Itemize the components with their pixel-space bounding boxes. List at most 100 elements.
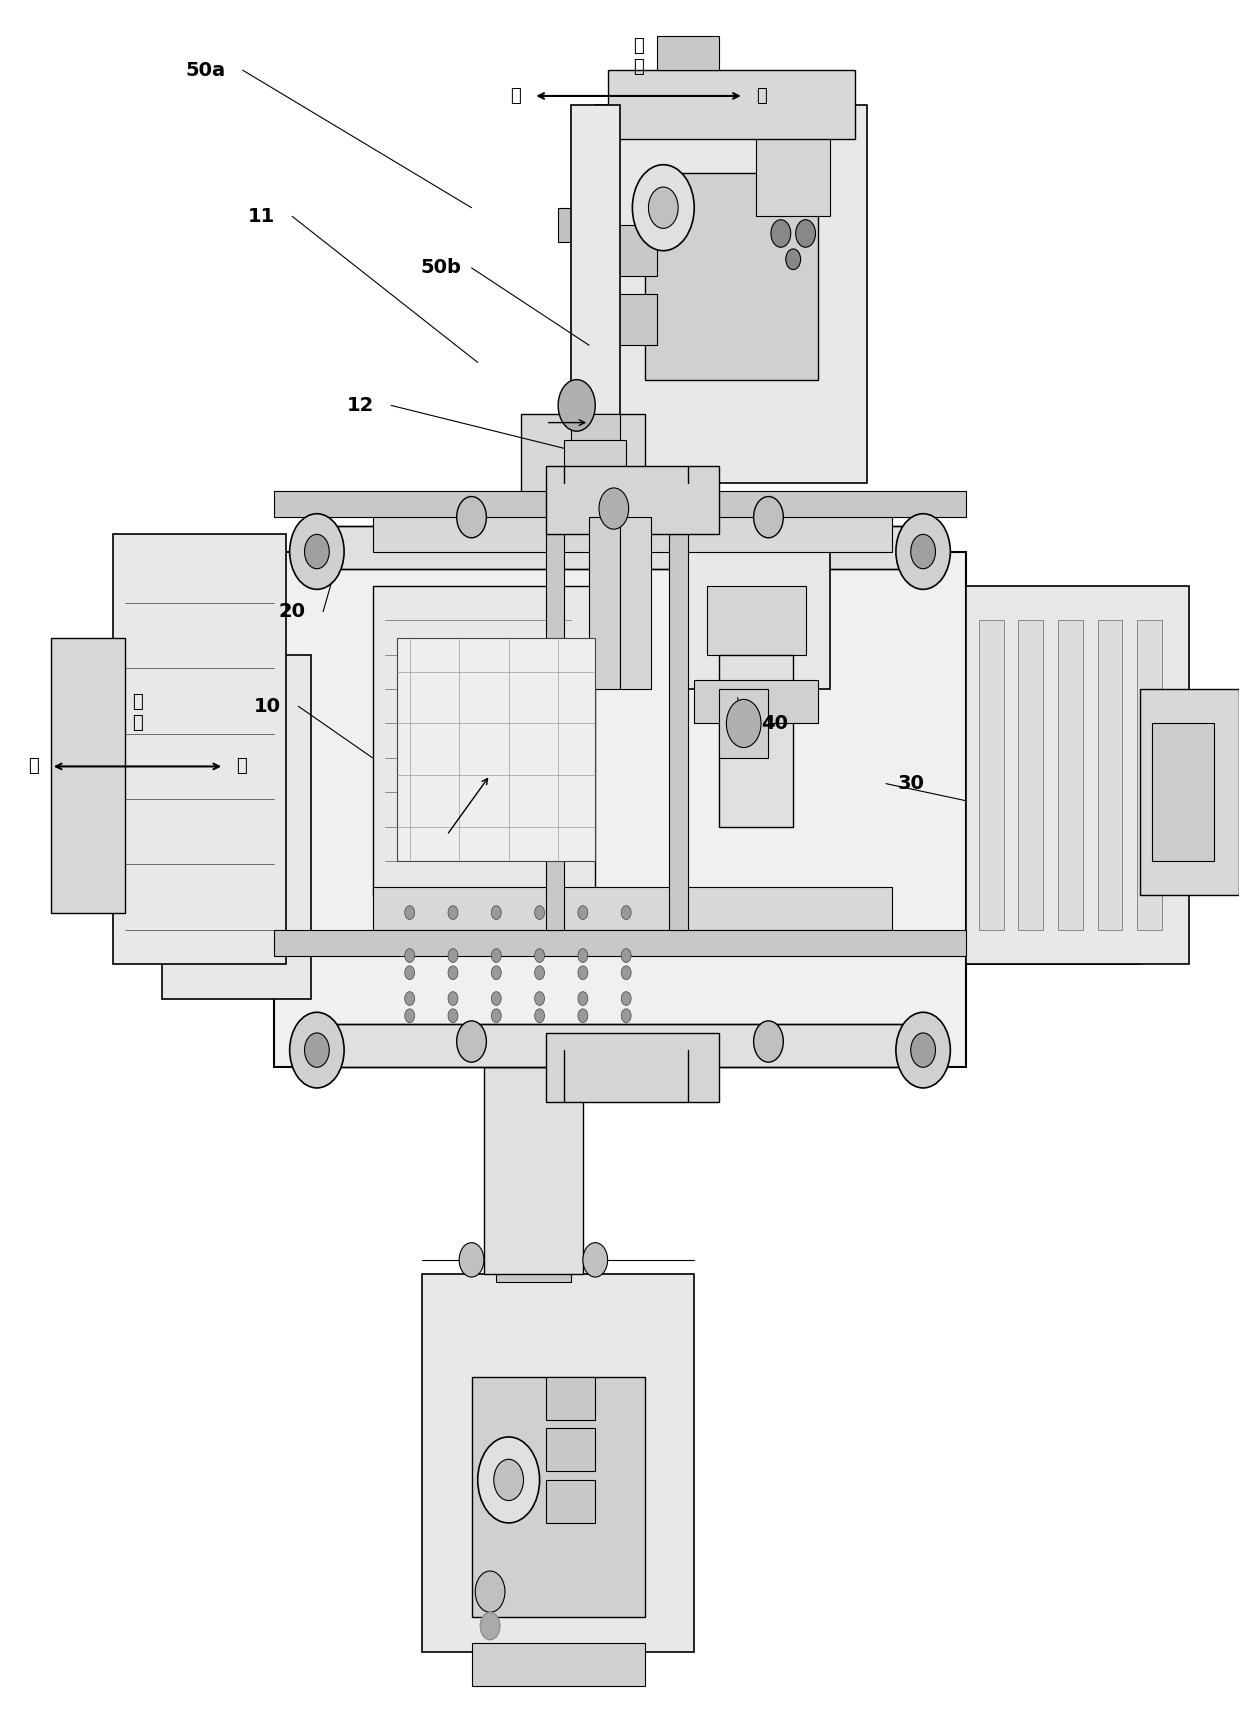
Bar: [657, 36, 719, 71]
Bar: [595, 226, 657, 277]
Circle shape: [632, 165, 694, 251]
Bar: [719, 689, 769, 758]
Circle shape: [477, 1436, 539, 1522]
Circle shape: [404, 906, 414, 920]
Circle shape: [534, 949, 544, 963]
Bar: [546, 1033, 719, 1102]
Text: 前: 前: [756, 86, 766, 105]
Bar: [620, 517, 651, 689]
Circle shape: [305, 1033, 330, 1068]
Bar: [422, 1274, 694, 1651]
Circle shape: [771, 220, 791, 248]
Circle shape: [910, 1033, 935, 1068]
Bar: [978, 620, 1003, 930]
Bar: [1018, 620, 1043, 930]
Text: 后: 后: [511, 86, 521, 105]
Bar: [274, 551, 966, 1068]
Text: 10: 10: [254, 697, 281, 716]
Bar: [113, 723, 187, 930]
Circle shape: [578, 992, 588, 1006]
Circle shape: [583, 1243, 608, 1278]
Circle shape: [534, 966, 544, 980]
Text: 纵
向: 纵 向: [634, 36, 644, 76]
Bar: [51, 637, 125, 913]
Circle shape: [534, 992, 544, 1006]
Bar: [756, 131, 831, 217]
Circle shape: [727, 699, 761, 747]
Bar: [570, 105, 620, 482]
Bar: [372, 508, 893, 551]
Circle shape: [621, 966, 631, 980]
Circle shape: [480, 1612, 500, 1639]
Circle shape: [534, 1009, 544, 1023]
Circle shape: [621, 949, 631, 963]
Circle shape: [786, 250, 801, 270]
Circle shape: [621, 906, 631, 920]
Bar: [471, 1643, 645, 1686]
Circle shape: [456, 1021, 486, 1062]
Bar: [496, 1240, 570, 1283]
Circle shape: [578, 949, 588, 963]
Circle shape: [475, 1570, 505, 1612]
Circle shape: [599, 487, 629, 529]
Bar: [1152, 723, 1214, 861]
Circle shape: [754, 1021, 784, 1062]
Bar: [546, 465, 719, 534]
Circle shape: [897, 513, 950, 589]
Circle shape: [290, 1013, 343, 1088]
Bar: [546, 1378, 595, 1419]
Circle shape: [796, 220, 816, 248]
Bar: [372, 887, 893, 930]
Text: 40: 40: [761, 715, 789, 734]
Circle shape: [491, 906, 501, 920]
Bar: [162, 654, 311, 999]
Circle shape: [578, 906, 588, 920]
Bar: [682, 551, 831, 689]
Bar: [589, 517, 620, 689]
Text: 12: 12: [346, 396, 373, 415]
Circle shape: [494, 1459, 523, 1500]
Text: 30: 30: [898, 775, 924, 794]
Circle shape: [404, 992, 414, 1006]
Circle shape: [456, 496, 486, 537]
Bar: [966, 585, 1189, 964]
Circle shape: [448, 1009, 458, 1023]
Bar: [645, 174, 818, 379]
Bar: [707, 585, 806, 654]
Bar: [484, 1068, 583, 1274]
Circle shape: [491, 966, 501, 980]
Text: 50a: 50a: [186, 60, 226, 79]
Bar: [274, 491, 966, 517]
Bar: [521, 413, 645, 517]
Bar: [546, 534, 564, 930]
Bar: [966, 654, 1140, 964]
Circle shape: [621, 1009, 631, 1023]
Circle shape: [404, 966, 414, 980]
Circle shape: [910, 534, 935, 568]
Bar: [1140, 689, 1239, 895]
Circle shape: [448, 906, 458, 920]
Bar: [564, 439, 626, 465]
Circle shape: [491, 949, 501, 963]
Bar: [719, 654, 794, 827]
Circle shape: [649, 188, 678, 229]
Text: 11: 11: [248, 207, 275, 226]
Text: 20: 20: [279, 603, 305, 622]
Bar: [1097, 620, 1122, 930]
Bar: [372, 585, 595, 895]
Text: 左: 左: [27, 758, 38, 775]
Bar: [1137, 620, 1162, 930]
Bar: [595, 294, 657, 344]
Bar: [311, 1025, 929, 1068]
Circle shape: [491, 1009, 501, 1023]
Text: 右: 右: [237, 758, 247, 775]
Circle shape: [290, 513, 343, 589]
Bar: [1058, 620, 1083, 930]
Circle shape: [448, 949, 458, 963]
Bar: [595, 105, 868, 482]
Circle shape: [621, 992, 631, 1006]
Bar: [570, 413, 620, 448]
Bar: [471, 1378, 645, 1617]
Circle shape: [305, 534, 330, 568]
Bar: [546, 1479, 595, 1522]
